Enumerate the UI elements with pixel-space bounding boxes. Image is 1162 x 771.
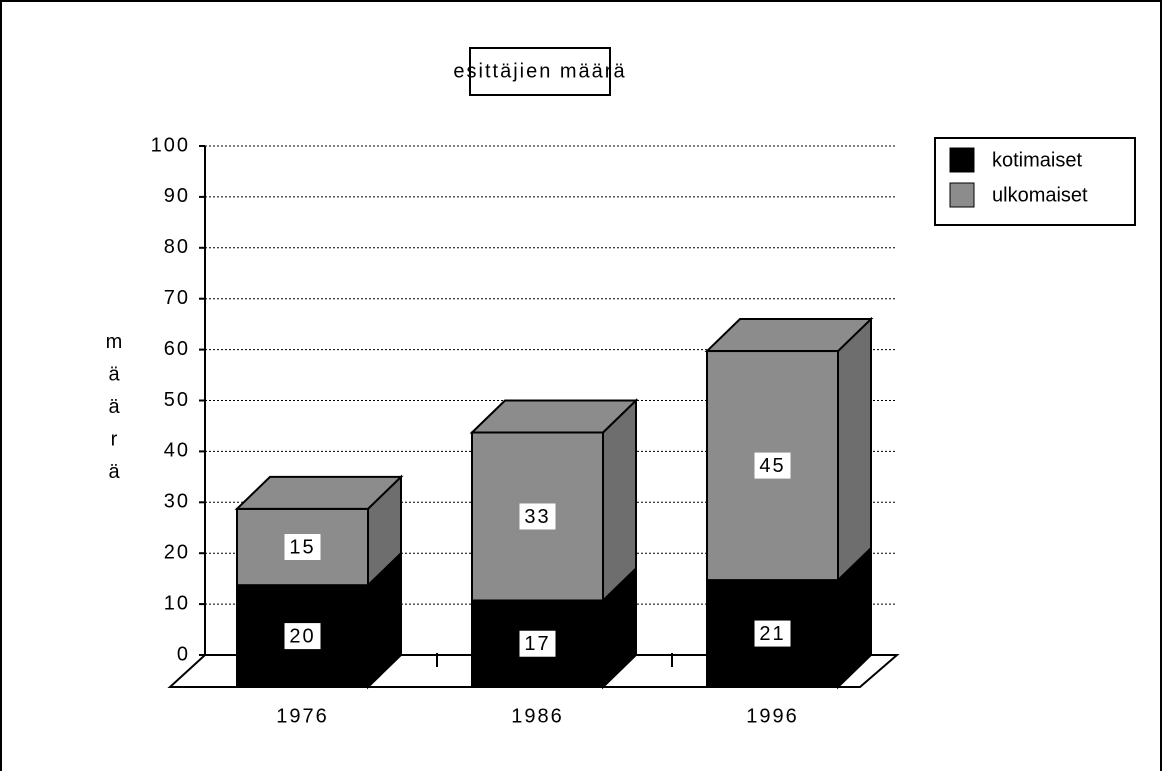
data-label-box	[284, 623, 321, 650]
x-tick-label: 1976	[276, 705, 329, 727]
data-label: 17	[524, 633, 550, 655]
y-tick-label: 70	[164, 287, 190, 309]
data-label: 20	[289, 625, 315, 647]
data-label: 45	[759, 455, 785, 477]
x-tick-label: 1986	[511, 705, 564, 727]
y-tick-label: 80	[164, 236, 190, 258]
y-tick-label: 90	[164, 185, 190, 207]
y-tick-label: 100	[151, 134, 190, 156]
y-tick-label: 10	[164, 592, 190, 614]
data-label-box	[284, 534, 321, 561]
data-label: 15	[289, 536, 315, 558]
data-label: 21	[759, 623, 785, 645]
data-label-box	[519, 630, 556, 657]
legend-swatch	[949, 182, 975, 208]
y-tick-label: 50	[164, 389, 190, 411]
legend-label: ulkomaiset	[992, 184, 1088, 206]
y-tick-label: 60	[164, 338, 190, 360]
bar-top	[234, 475, 404, 510]
bar-top	[469, 399, 639, 434]
y-tick-label: 30	[164, 491, 190, 513]
bar-side	[602, 398, 637, 603]
legend-swatch	[949, 147, 975, 173]
bar-side	[837, 316, 872, 583]
title-box	[469, 47, 611, 96]
data-label: 33	[524, 506, 550, 528]
data-label-box	[754, 452, 791, 479]
y-tick-label: 0	[177, 643, 190, 665]
y-tick-label: 20	[164, 541, 190, 563]
x-tick-label: 1996	[746, 705, 799, 727]
bar-top	[704, 318, 874, 353]
legend-label: kotimaiset	[992, 149, 1082, 171]
y-tick-label: 40	[164, 440, 190, 462]
chart-title: esittäjien määrä	[453, 60, 626, 82]
data-label-box	[519, 503, 556, 530]
data-label-box	[754, 620, 791, 647]
